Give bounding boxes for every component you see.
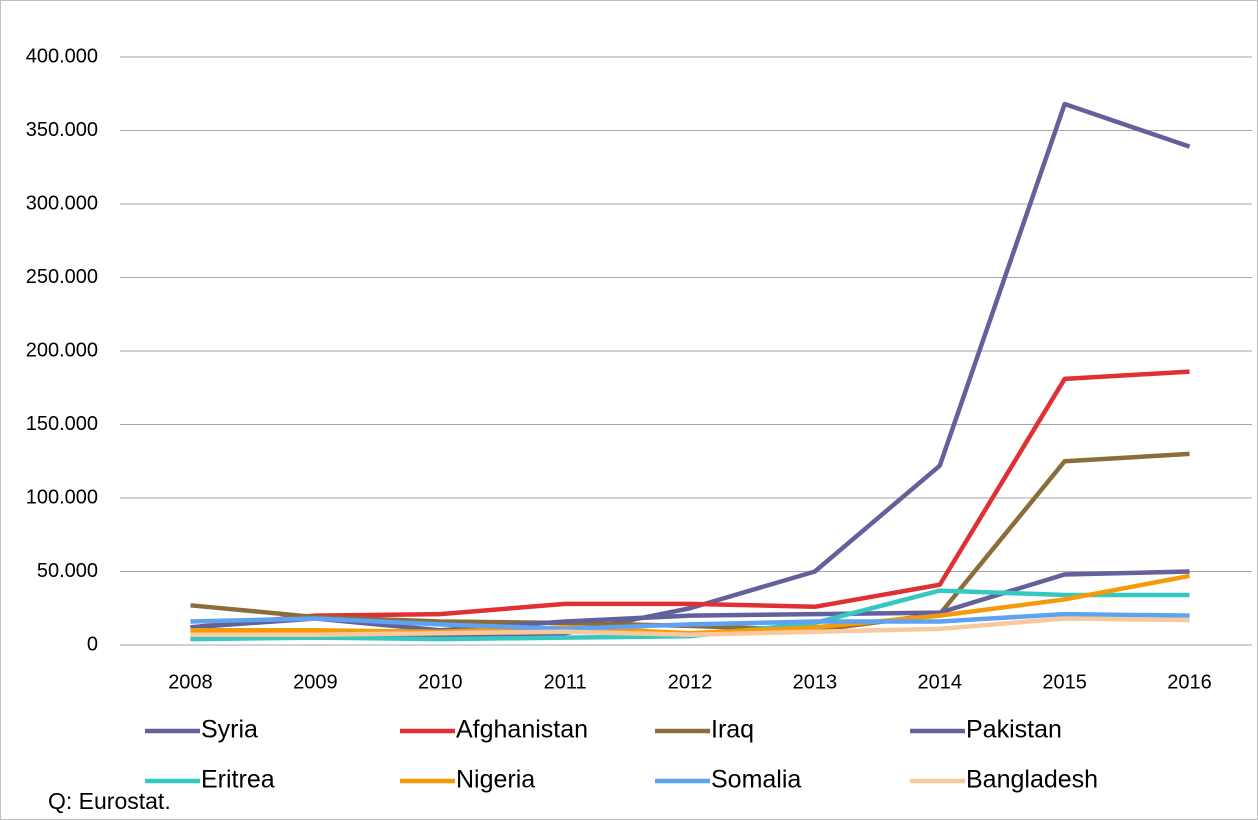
x-tick-label: 2009 — [293, 671, 338, 693]
x-tick-label: 2014 — [918, 671, 963, 693]
series-line — [190, 616, 1190, 637]
series-line — [190, 369, 1190, 630]
x-tick-label: 2013 — [793, 671, 838, 693]
x-tick-label: 2016 — [1167, 671, 1212, 693]
y-tick-label: 100.000 — [26, 486, 98, 508]
y-tick-label: 250.000 — [26, 266, 98, 288]
y-tick-label: 200.000 — [26, 339, 98, 361]
x-tick-label: 2008 — [168, 671, 213, 693]
legend-label: Pakistan — [966, 716, 1062, 744]
legend-label: Afghanistan — [456, 716, 588, 744]
y-tick-label: 300.000 — [26, 192, 98, 214]
x-tick-label: 2011 — [544, 671, 587, 693]
legend-label: Somalia — [711, 766, 801, 794]
x-tick-label: 2012 — [668, 671, 713, 693]
legend-label: Syria — [201, 716, 258, 744]
source-note: Q: Eurostat. — [48, 788, 171, 814]
legend-label: Bangladesh — [966, 766, 1098, 794]
legend-label: Eritrea — [201, 766, 275, 794]
y-tick-label: 400.000 — [26, 45, 98, 67]
legend-label: Iraq — [711, 716, 754, 744]
y-tick-label: 0 — [87, 633, 98, 655]
y-tick-label: 50.000 — [37, 560, 98, 582]
series-line — [190, 611, 1190, 632]
y-tick-label: 350.000 — [26, 119, 98, 141]
y-tick-label: 150.000 — [26, 413, 98, 435]
x-tick-label: 2015 — [1042, 671, 1087, 693]
x-tick-label: 2010 — [418, 671, 463, 693]
legend-label: Nigeria — [456, 766, 535, 794]
